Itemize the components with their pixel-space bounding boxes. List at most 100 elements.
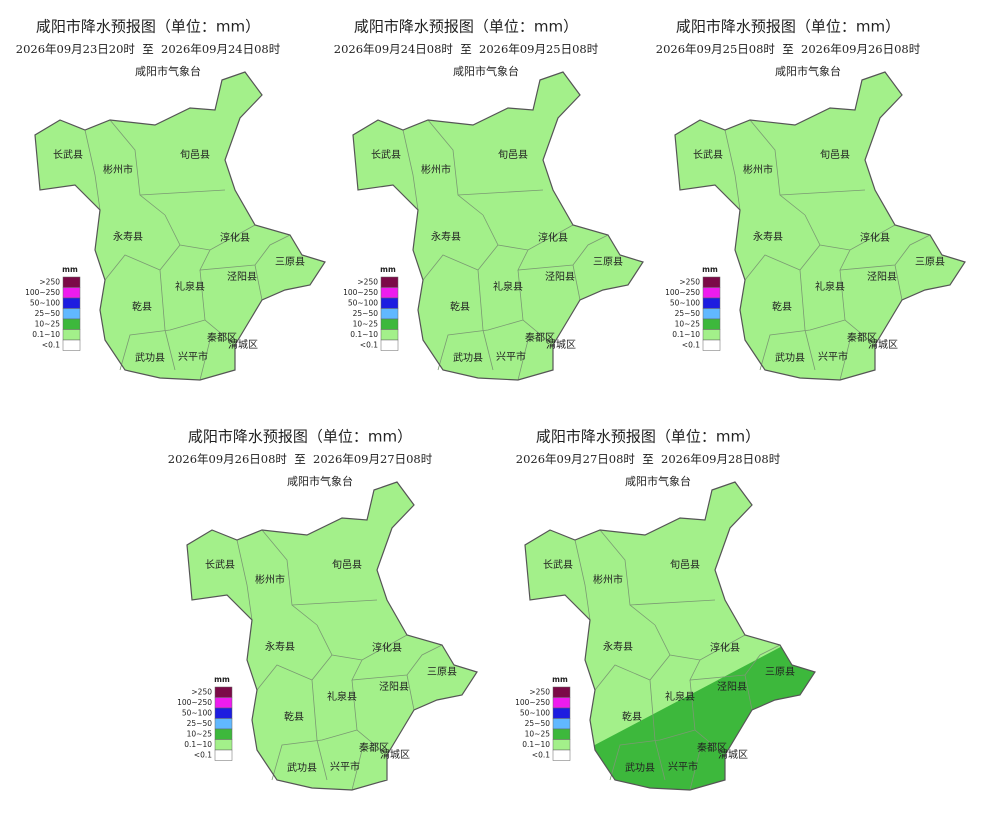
legend-swatch	[380, 276, 399, 288]
county-label: 礼泉县	[665, 690, 695, 703]
county-label: 武功县	[287, 761, 317, 774]
county-label: 泾阳县	[545, 270, 575, 283]
date-range: 2026年09月24日08时 至 2026年09月25日08时	[334, 42, 599, 56]
legend-swatch	[380, 287, 399, 299]
county-border	[799, 244, 821, 371]
county-border	[477, 244, 499, 371]
legend-label: >250	[191, 688, 212, 697]
county-label: 武功县	[625, 761, 655, 774]
legend-label: 0.1~10	[522, 740, 550, 749]
county-label: 旬邑县	[180, 148, 210, 161]
county-label: 武功县	[453, 351, 483, 364]
county-label: 兴平市	[330, 760, 360, 773]
county-label: 长武县	[53, 148, 83, 161]
county-border	[437, 319, 524, 371]
map-panel: 咸阳市降水预报图（单位：mm） 2026年09月27日08时 至 2026年09月…	[515, 428, 816, 791]
county-border	[629, 599, 716, 606]
legend-swatch	[62, 287, 81, 299]
county-label: 彬州市	[593, 573, 623, 586]
issuer: 咸阳市气象台	[135, 64, 201, 78]
map-title: 咸阳市降水预报图（单位：mm）	[676, 18, 900, 36]
county-border	[261, 529, 318, 626]
county-border	[609, 729, 696, 781]
legend-label: 10~25	[675, 320, 701, 329]
region-outline	[352, 71, 644, 381]
map-title: 咸阳市降水预报图（单位：mm）	[36, 18, 260, 36]
date-range: 2026年09月23日20时 至 2026年09月24日08时	[16, 42, 281, 56]
county-label: 彬州市	[255, 573, 285, 586]
county-border	[457, 189, 544, 196]
legend-swatch	[702, 276, 721, 288]
county-label: 淳化县	[220, 231, 250, 244]
map-panel: 咸阳市降水预报图（单位：mm） 2026年09月23日20时 至 2026年09月…	[16, 18, 326, 381]
region-fill	[353, 72, 643, 380]
region-outline	[674, 71, 966, 381]
legend-label: 25~50	[353, 309, 379, 318]
legend-label: <0.1	[194, 751, 212, 760]
county-border	[316, 624, 408, 661]
county-label: 彬州市	[103, 163, 133, 176]
county-label: 乾县	[772, 300, 792, 313]
county-label: 永寿县	[753, 230, 783, 243]
legend-label: 50~100	[520, 709, 550, 718]
legend-swatch	[552, 718, 571, 730]
legend-label: 0.1~10	[350, 330, 378, 339]
county-border	[724, 129, 741, 211]
legend-label: 25~50	[675, 309, 701, 318]
map-panel: 咸阳市降水预报图（单位：mm） 2026年09月26日08时 至 2026年09月…	[168, 428, 478, 791]
issuer: 咸阳市气象台	[287, 474, 353, 488]
county-label: 兴平市	[178, 350, 208, 363]
county-label: 秦都区	[525, 331, 555, 344]
county-label: 长武县	[693, 148, 723, 161]
county-label: 兴平市	[496, 350, 526, 363]
region-fill	[187, 482, 477, 790]
county-label: 长武县	[543, 558, 573, 571]
county-border	[422, 254, 479, 281]
county-border	[744, 254, 801, 281]
legend-swatch	[214, 739, 233, 751]
county-label: 泾阳县	[717, 680, 747, 693]
county-border	[574, 539, 591, 621]
county-label: 渭城区	[546, 339, 576, 351]
county-label: 礼泉县	[493, 280, 523, 293]
county-border	[594, 664, 651, 691]
legend-swatch	[214, 728, 233, 740]
county-label: 兴平市	[818, 350, 848, 363]
county-label: 秦都区	[359, 741, 389, 754]
county-label: 武功县	[135, 351, 165, 364]
county-border	[159, 244, 181, 371]
legend-label: 100~250	[665, 288, 700, 297]
legend-swatch	[62, 318, 81, 330]
legend-swatch	[62, 339, 81, 351]
county-label: 三原县	[427, 666, 457, 678]
county-border	[271, 729, 358, 781]
county-border	[482, 214, 574, 251]
legend-label: >250	[529, 688, 550, 697]
issuer: 咸阳市气象台	[775, 64, 841, 78]
county-border	[351, 749, 363, 791]
legend-label: 25~50	[35, 309, 61, 318]
county-label: 长武县	[205, 558, 235, 571]
legend-swatch	[214, 718, 233, 730]
county-border	[779, 189, 866, 196]
legend-label: >250	[39, 278, 60, 287]
legend-swatch	[702, 297, 721, 309]
map-title: 咸阳市降水预报图（单位：mm）	[536, 428, 760, 446]
legend-unit: mm	[214, 675, 230, 684]
date-range: 2026年09月26日08时 至 2026年09月27日08时	[168, 452, 433, 466]
county-label: 乾县	[622, 710, 642, 723]
legend-label: 10~25	[525, 730, 551, 739]
county-border	[599, 529, 656, 626]
legend-swatch	[552, 728, 571, 740]
county-border	[139, 189, 226, 196]
county-label: 秦都区	[207, 331, 237, 344]
legend-label: 100~250	[25, 288, 60, 297]
county-label: 淳化县	[372, 641, 402, 654]
legend-label: 50~100	[670, 299, 700, 308]
legend-swatch	[380, 339, 399, 351]
legend-label: 50~100	[30, 299, 60, 308]
map-panel: 咸阳市降水预报图（单位：mm） 2026年09月25日08时 至 2026年09月…	[656, 18, 966, 381]
region-fill	[675, 72, 965, 380]
county-label: 三原县	[275, 256, 305, 268]
